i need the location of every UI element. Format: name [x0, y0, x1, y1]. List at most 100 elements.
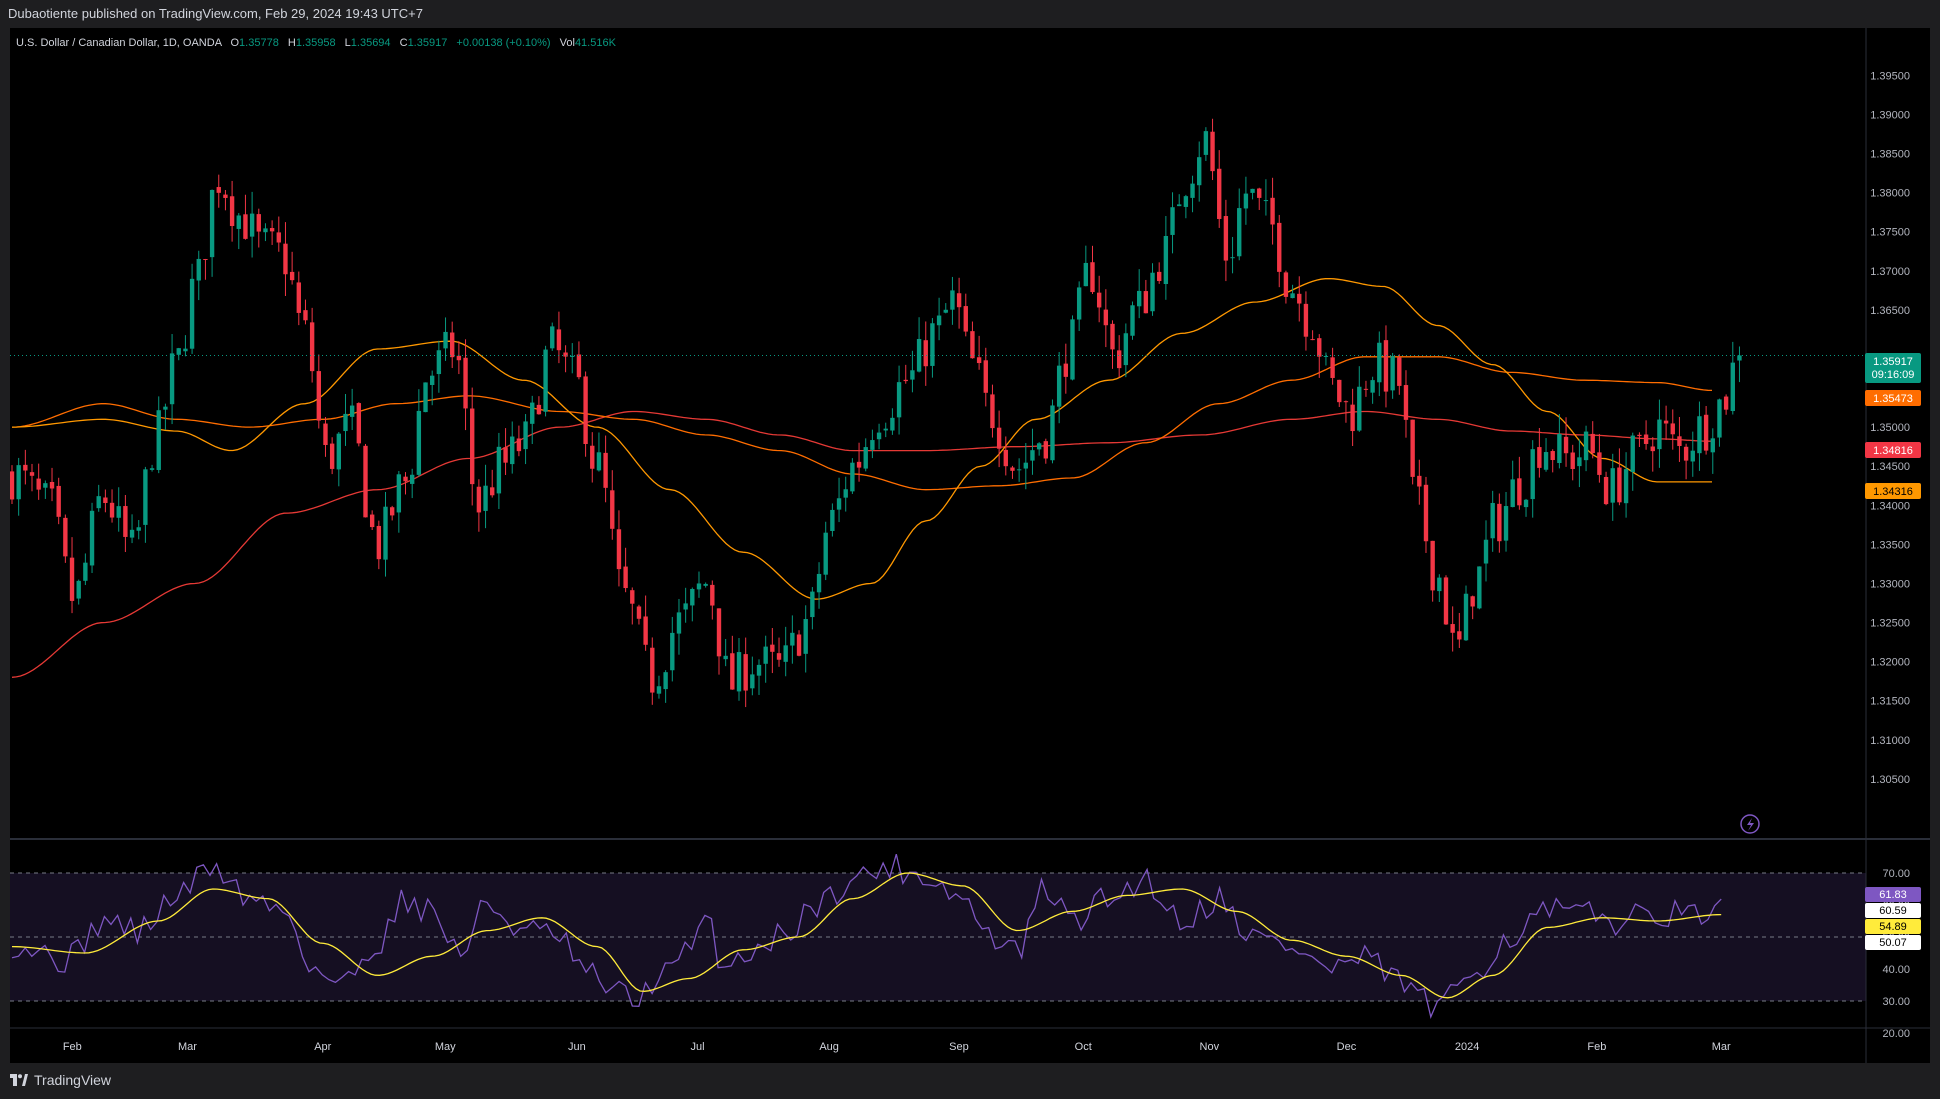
- candle-body: [870, 440, 875, 450]
- candle-body: [1423, 484, 1429, 542]
- ma-c-value: 1.34316: [1873, 486, 1913, 498]
- candle-body: [283, 243, 288, 275]
- candle-body: [1330, 357, 1335, 378]
- candle-body: [356, 403, 362, 444]
- candle-body: [436, 350, 442, 375]
- candle-body: [956, 293, 962, 308]
- y-tick-label: 1.39000: [1870, 109, 1910, 121]
- candle-body: [1250, 188, 1255, 193]
- candle-body: [256, 214, 261, 232]
- candle-body: [930, 323, 935, 366]
- candle-body: [1663, 420, 1669, 424]
- tradingview-logo[interactable]: TradingView: [10, 1072, 111, 1088]
- candle-body: [1103, 309, 1109, 326]
- candle-body: [470, 408, 475, 485]
- candle-body: [1390, 356, 1395, 391]
- tradingview-brand: TradingView: [34, 1072, 112, 1088]
- chart-area[interactable]: 1.39500 1.39000 1.38500 1.38000 1.37500 1.370…: [9, 28, 1930, 1063]
- candle-body: [1303, 303, 1309, 337]
- candle-body: [363, 445, 368, 518]
- candle-body: [983, 360, 988, 393]
- candle-body: [1163, 236, 1169, 285]
- candle-body: [369, 514, 375, 528]
- candle-body: [1177, 204, 1182, 207]
- y-tick-label: 1.34500: [1870, 461, 1910, 473]
- candle-body: [556, 329, 562, 351]
- legend-c-label: C: [400, 37, 408, 49]
- x-tick-label: Dec: [1337, 1041, 1357, 1053]
- candle-body: [1477, 566, 1482, 609]
- candle-body: [416, 410, 422, 475]
- candle-body: [616, 529, 622, 570]
- candle-body: [9, 471, 15, 500]
- candle-body: [696, 583, 702, 590]
- ma-b-badge: 1.34816: [1865, 442, 1921, 458]
- candle-body: [796, 634, 802, 656]
- candle-body: [910, 370, 915, 380]
- candle-body: [723, 655, 728, 660]
- candle-body: [716, 608, 722, 657]
- candle-body: [189, 278, 195, 349]
- rsi-tick-label: 40.00: [1882, 964, 1910, 976]
- candle-body: [49, 481, 55, 489]
- candle-body: [836, 498, 842, 510]
- candle-body: [216, 187, 221, 193]
- legend-l-label: L: [345, 37, 351, 49]
- candle-body: [303, 310, 308, 321]
- candle-body: [923, 340, 928, 367]
- x-tick-label: Feb: [1587, 1041, 1606, 1053]
- candle-body: [1550, 451, 1555, 461]
- candle-body: [103, 497, 108, 504]
- rsi-line: [11, 854, 1722, 1019]
- candle-body: [1383, 340, 1389, 392]
- rsi-tick-label: 20.00: [1882, 1028, 1910, 1040]
- candle-body: [1483, 539, 1489, 564]
- candle-body: [1430, 540, 1435, 591]
- x-tick-label: Aug: [819, 1041, 839, 1053]
- candle-body: [1697, 416, 1702, 454]
- candle-body: [403, 476, 408, 482]
- candle-body: [183, 348, 188, 352]
- x-tick-label: Sep: [949, 1041, 969, 1053]
- x-tick-label: Mar: [1712, 1041, 1731, 1053]
- x-tick-label: May: [435, 1041, 456, 1053]
- candle-body: [1343, 401, 1349, 403]
- chart-canvas[interactable]: 1.39500 1.39000 1.38500 1.38000 1.37500 1.370…: [9, 28, 1930, 1063]
- ma-orange-fast-line: [12, 277, 1712, 600]
- lightning-icon[interactable]: [1740, 814, 1760, 834]
- candle-body: [163, 406, 168, 410]
- candle-body: [890, 417, 895, 431]
- candle-body: [1130, 305, 1135, 336]
- candle-body: [1090, 262, 1095, 293]
- candle-body: [1323, 355, 1329, 357]
- candle-body: [16, 465, 21, 500]
- candle-body: [1036, 443, 1042, 450]
- y-tick-label: 1.37500: [1870, 227, 1910, 239]
- candle-body: [623, 566, 628, 589]
- candle-body: [1410, 419, 1415, 477]
- candle-body: [1337, 379, 1342, 403]
- candle-body: [883, 428, 888, 431]
- candle-body: [1737, 355, 1742, 361]
- candle-body: [1683, 446, 1689, 461]
- candle-body: [750, 674, 755, 689]
- candle-body: [690, 588, 695, 606]
- candle-body: [1543, 452, 1549, 470]
- candle-body: [1083, 262, 1089, 287]
- candle-body: [1557, 433, 1562, 464]
- x-tick-label: 2024: [1455, 1041, 1479, 1053]
- candle-body: [1623, 469, 1629, 504]
- candle-body: [643, 616, 648, 645]
- candle-body: [450, 332, 455, 358]
- candle-body: [1377, 342, 1382, 383]
- candle-body: [1257, 188, 1262, 198]
- candle-body: [630, 590, 635, 604]
- candle-body: [1363, 388, 1369, 390]
- legend-symbol: U.S. Dollar / Canadian Dollar, 1D, OANDA: [16, 37, 223, 49]
- candle-body: [29, 472, 35, 476]
- candle-body: [570, 355, 575, 357]
- candle-body: [296, 282, 301, 313]
- candle-body: [1670, 423, 1675, 435]
- candle-body: [1263, 200, 1269, 202]
- candle-body: [1450, 624, 1455, 633]
